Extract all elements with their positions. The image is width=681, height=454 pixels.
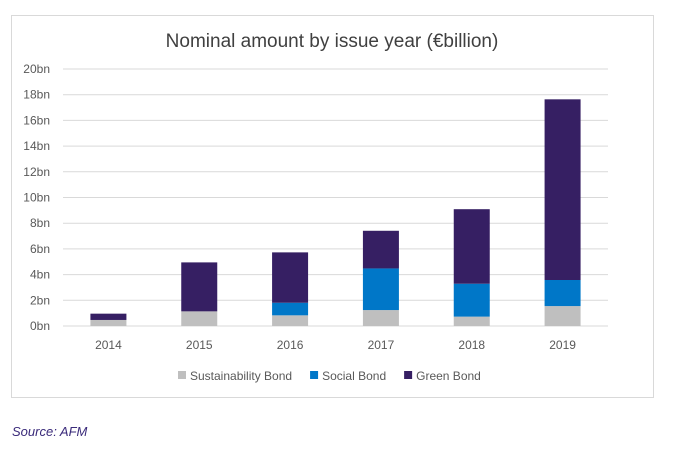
bar-segment-green-bond — [181, 262, 218, 312]
y-tick-label: 2bn — [30, 293, 50, 307]
x-tick-label: 2017 — [368, 338, 395, 352]
legend-label: Green Bond — [416, 369, 481, 383]
x-tick-label: 2014 — [95, 338, 122, 352]
chart-frame — [11, 15, 654, 398]
bar-segment-sustainability-bond — [544, 306, 581, 326]
y-tick-label: 18bn — [23, 88, 50, 102]
y-tick-label: 8bn — [30, 216, 50, 230]
bar-segment-sustainability-bond — [362, 310, 399, 326]
bar-segment-sustainability-bond — [453, 316, 490, 326]
bar-segment-social-bond — [272, 302, 309, 316]
y-tick-label: 12bn — [23, 165, 50, 179]
legend-swatch — [404, 371, 413, 379]
bar-segment-social-bond — [453, 283, 490, 317]
x-tick-label: 2016 — [277, 338, 304, 352]
y-tick-label: 20bn — [23, 62, 50, 76]
stacked-bar-chart: Nominal amount by issue year (€billion) … — [23, 31, 608, 383]
x-tick-label: 2019 — [549, 338, 576, 352]
y-tick-label: 10bn — [23, 191, 50, 205]
bar-segment-green-bond — [544, 99, 581, 280]
y-tick-label: 6bn — [30, 242, 50, 256]
bar-segment-green-bond — [90, 313, 127, 320]
bar-segment-sustainability-bond — [181, 311, 218, 326]
y-tick-label: 16bn — [23, 113, 50, 127]
legend-label: Social Bond — [322, 369, 386, 383]
bar-segment-social-bond — [362, 268, 399, 311]
y-tick-label: 14bn — [23, 139, 50, 153]
legend-label: Sustainability Bond — [190, 369, 292, 383]
bar-segment-green-bond — [272, 252, 309, 303]
source-note: Source: AFM — [12, 424, 88, 439]
bar-segment-green-bond — [453, 209, 490, 284]
y-tick-label: 0bn — [30, 319, 50, 333]
y-tick-label: 4bn — [30, 268, 50, 282]
x-tick-label: 2015 — [186, 338, 213, 352]
x-tick-label: 2018 — [458, 338, 485, 352]
legend-swatch — [310, 371, 319, 379]
bar-segment-sustainability-bond — [90, 319, 127, 326]
bar-segment-green-bond — [362, 230, 399, 269]
legend-swatch — [178, 371, 186, 379]
bar-segment-social-bond — [544, 279, 581, 307]
bar-segment-sustainability-bond — [272, 315, 309, 326]
chart-title: Nominal amount by issue year (€billion) — [166, 31, 499, 52]
